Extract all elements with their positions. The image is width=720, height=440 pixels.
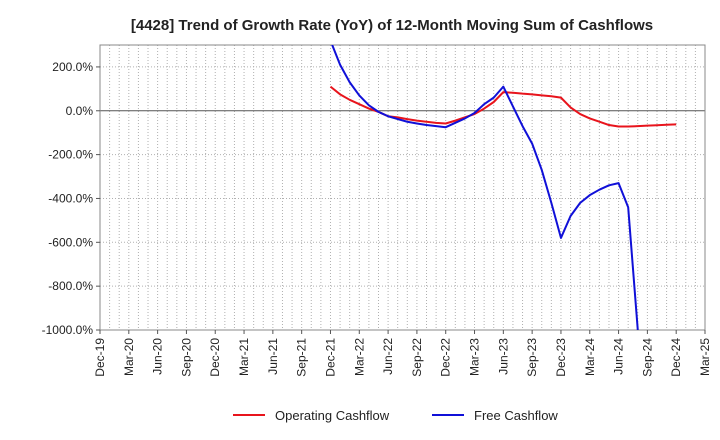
x-tick-label: Jun-23 <box>496 338 510 375</box>
y-tick-label: -400.0% <box>48 191 93 205</box>
x-tick-label: Jun-24 <box>612 338 626 375</box>
y-tick-label: 200.0% <box>52 60 93 74</box>
grid <box>100 45 705 330</box>
x-tick-label: Sep-24 <box>640 338 654 377</box>
x-tick-label: Dec-20 <box>208 338 222 377</box>
x-tick-label: Dec-21 <box>323 338 337 377</box>
legend-label: Free Cashflow <box>474 408 558 423</box>
x-tick-label: Mar-23 <box>468 338 482 376</box>
legend-label: Operating Cashflow <box>275 408 390 423</box>
x-tick-label: Sep-23 <box>525 338 539 377</box>
y-tick-label: -800.0% <box>48 279 93 293</box>
y-tick-label: -1000.0% <box>42 323 94 337</box>
x-tick-label: Mar-24 <box>583 338 597 376</box>
x-tick-label: Jun-22 <box>381 338 395 375</box>
x-tick-label: Dec-19 <box>93 338 107 377</box>
x-tick-label: Sep-20 <box>179 338 193 377</box>
y-axis: 200.0% 0.0% -200.0% -400.0% -600.0% -800.0% -1… <box>42 60 100 337</box>
chart-title: [4428] Trend of Growth Rate (YoY) of 12-… <box>131 17 653 34</box>
x-tick-label: Mar-20 <box>122 338 136 376</box>
x-tick-label: Jun-20 <box>151 338 165 375</box>
x-tick-label: Dec-23 <box>554 338 568 377</box>
x-axis: Dec-19 Mar-20 Jun-20 Sep-20 Dec-20 Mar-21 Jun-… <box>93 330 712 377</box>
x-tick-label: Mar-21 <box>237 338 251 376</box>
y-tick-label: 0.0% <box>66 104 94 118</box>
plot-area <box>99 44 706 331</box>
series-line-free-cashflow <box>331 45 639 330</box>
x-tick-label: Dec-22 <box>439 338 453 377</box>
x-tick-label: Mar-25 <box>698 338 712 376</box>
x-tick-label: Dec-24 <box>669 338 683 377</box>
x-tick-label: Mar-22 <box>352 338 366 376</box>
x-tick-label: Jun-21 <box>266 338 280 375</box>
series-lines <box>329 45 677 330</box>
x-tick-label: Sep-21 <box>295 338 309 377</box>
y-tick-label: -600.0% <box>48 235 93 249</box>
y-tick-label: -200.0% <box>48 148 93 162</box>
legend: Operating Cashflow Free Cashflow <box>233 408 558 423</box>
x-tick-label: Sep-22 <box>410 338 424 377</box>
